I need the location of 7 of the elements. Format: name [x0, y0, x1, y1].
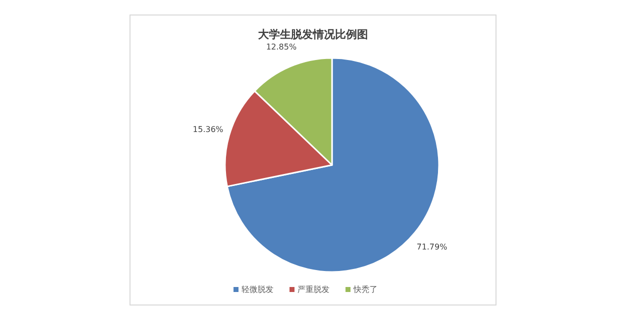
data-label: 71.79% [416, 242, 448, 252]
data-label: 15.36% [192, 125, 224, 134]
legend-label: 快秃了 [352, 285, 378, 294]
data-label: 12.85% [266, 42, 297, 52]
legend-label: 轻微脱发 [242, 285, 274, 294]
legend-label: 严重脱发 [298, 285, 330, 294]
chart-title: 大学生脱发情况比例图 [258, 28, 368, 41]
